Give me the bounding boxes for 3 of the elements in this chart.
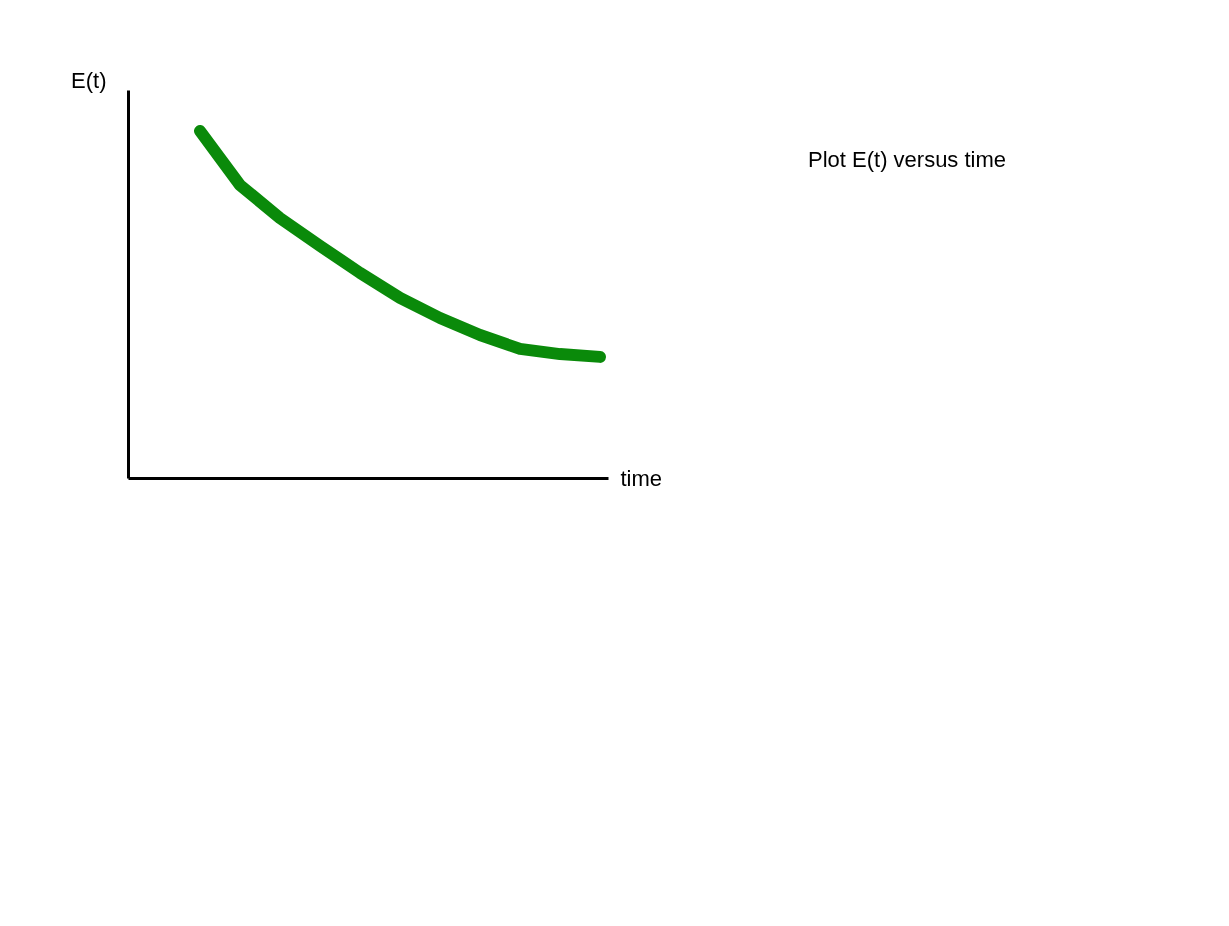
y-axis-title: E(t): [71, 67, 107, 93]
x-axis-title: time: [620, 465, 663, 491]
text: Plot E(t) versus time: [808, 147, 1007, 172]
